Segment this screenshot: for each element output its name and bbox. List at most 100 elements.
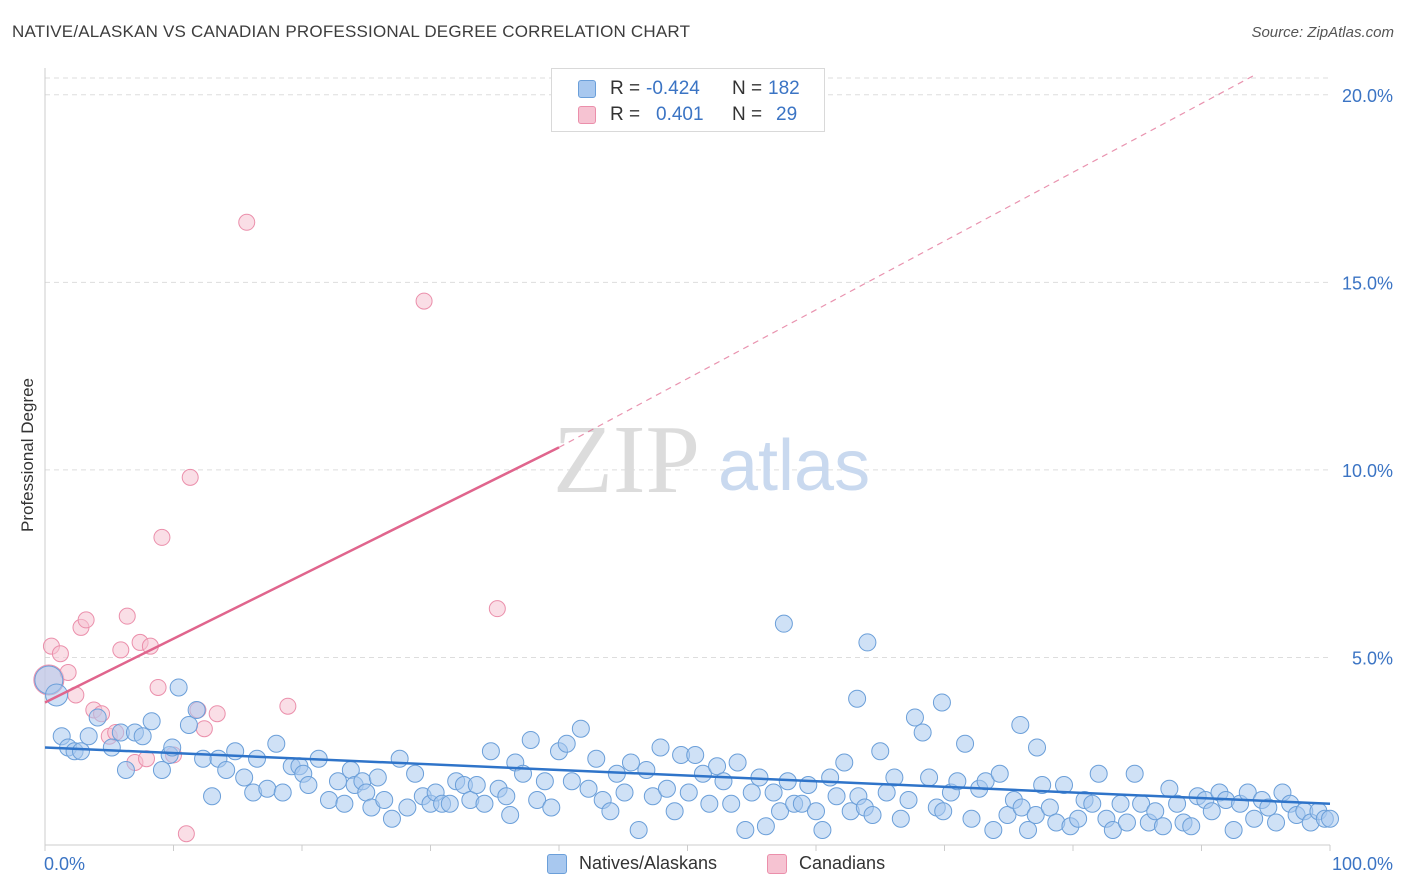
canadians-point bbox=[118, 607, 136, 625]
natives-point bbox=[821, 768, 840, 787]
natives-point bbox=[858, 633, 877, 652]
natives-point bbox=[1026, 805, 1045, 824]
natives-point bbox=[792, 794, 811, 813]
legend-r-value-canadians: 0.401 bbox=[656, 104, 704, 125]
natives-point bbox=[835, 753, 854, 772]
canadians-point bbox=[415, 292, 433, 310]
natives-point bbox=[891, 809, 910, 828]
natives-point bbox=[102, 738, 121, 757]
natives-point bbox=[708, 757, 727, 776]
natives-point bbox=[557, 734, 576, 753]
natives-point bbox=[956, 734, 975, 753]
natives-point bbox=[390, 749, 409, 768]
natives-point bbox=[299, 775, 318, 794]
canadians-trend-line bbox=[44, 446, 560, 704]
natives-point bbox=[497, 787, 516, 806]
natives-point bbox=[1259, 798, 1278, 817]
natives-point bbox=[203, 787, 222, 806]
natives-point bbox=[1146, 802, 1165, 821]
natives-point bbox=[1111, 794, 1130, 813]
natives-point bbox=[382, 809, 401, 828]
natives-point bbox=[335, 794, 354, 813]
natives-point bbox=[1245, 809, 1264, 828]
natives-point bbox=[913, 723, 932, 742]
natives-point bbox=[1012, 798, 1031, 817]
natives-point bbox=[899, 790, 918, 809]
natives-point bbox=[440, 794, 459, 813]
natives-point bbox=[1055, 775, 1074, 794]
natives-point bbox=[621, 753, 640, 772]
natives-point bbox=[1202, 802, 1221, 821]
natives-point bbox=[877, 783, 896, 802]
natives-point bbox=[629, 820, 648, 839]
natives-point bbox=[116, 760, 135, 779]
natives-point bbox=[1168, 794, 1187, 813]
y-tick-label: 5.0% bbox=[1352, 648, 1393, 668]
legend-swatch-natives bbox=[578, 80, 596, 98]
natives-point bbox=[848, 689, 867, 708]
natives-point bbox=[984, 820, 1003, 839]
natives-point bbox=[774, 614, 793, 633]
natives-point bbox=[142, 712, 161, 731]
natives-point bbox=[998, 805, 1017, 824]
natives-point bbox=[375, 790, 394, 809]
natives-point bbox=[1224, 820, 1243, 839]
canadians-point bbox=[149, 678, 167, 696]
natives-point bbox=[398, 798, 417, 817]
grid-lines bbox=[45, 77, 1332, 658]
natives-point bbox=[542, 798, 561, 817]
y-tick-label: 15.0% bbox=[1342, 273, 1393, 293]
natives-point bbox=[693, 764, 712, 783]
series-legend: Natives/Alaskans Canadians bbox=[0, 852, 1406, 878]
legend-row-natives: R = -0.424 N = 182 bbox=[552, 75, 824, 101]
natives-point bbox=[368, 768, 387, 787]
natives-point bbox=[1083, 794, 1102, 813]
natives-point bbox=[1089, 764, 1108, 783]
legend-n-value-natives: 182 bbox=[768, 78, 800, 99]
natives-point bbox=[571, 719, 590, 738]
natives-point bbox=[319, 790, 338, 809]
natives-point bbox=[905, 708, 924, 727]
legend-label-natives: Natives/Alaskans bbox=[579, 853, 718, 873]
legend-r-label: R = bbox=[610, 78, 641, 99]
natives-point bbox=[133, 727, 152, 746]
legend-row-canadians: R = 0.401 N = 29 bbox=[552, 101, 824, 127]
natives-point bbox=[714, 772, 733, 791]
natives-point bbox=[501, 805, 520, 824]
natives-point bbox=[813, 820, 832, 839]
source-credit: Source: ZipAtlas.com bbox=[1251, 24, 1394, 41]
y-tick-label: 10.0% bbox=[1342, 461, 1393, 481]
y-tick-label: 20.0% bbox=[1342, 86, 1393, 106]
natives-point bbox=[934, 802, 953, 821]
natives-point bbox=[267, 734, 286, 753]
natives-point bbox=[686, 745, 705, 764]
natives-point bbox=[651, 738, 670, 757]
x-tick-label: 0.0% bbox=[44, 854, 85, 874]
natives-point bbox=[771, 802, 790, 821]
natives-point bbox=[1040, 798, 1059, 817]
natives-point bbox=[467, 775, 486, 794]
natives-point bbox=[700, 794, 719, 813]
natives-point bbox=[1153, 817, 1172, 836]
natives-point bbox=[665, 802, 684, 821]
natives-point bbox=[169, 678, 188, 697]
natives-point bbox=[962, 809, 981, 828]
natives-point bbox=[357, 783, 376, 802]
natives-point bbox=[990, 764, 1009, 783]
natives-point bbox=[742, 783, 761, 802]
natives-point bbox=[615, 783, 634, 802]
natives-point bbox=[328, 772, 347, 791]
natives-point bbox=[579, 779, 598, 798]
natives-point bbox=[88, 708, 107, 727]
watermark: ZIP atlas bbox=[553, 406, 870, 514]
natives-point bbox=[1028, 738, 1047, 757]
legend-n-value-canadians: 29 bbox=[776, 104, 798, 125]
natives-point bbox=[535, 772, 554, 791]
natives-point bbox=[920, 768, 939, 787]
natives-point bbox=[1069, 809, 1088, 828]
canadians-point bbox=[195, 720, 213, 738]
natives-point bbox=[1267, 813, 1286, 832]
natives-point bbox=[235, 768, 254, 787]
natives-point bbox=[1125, 764, 1144, 783]
